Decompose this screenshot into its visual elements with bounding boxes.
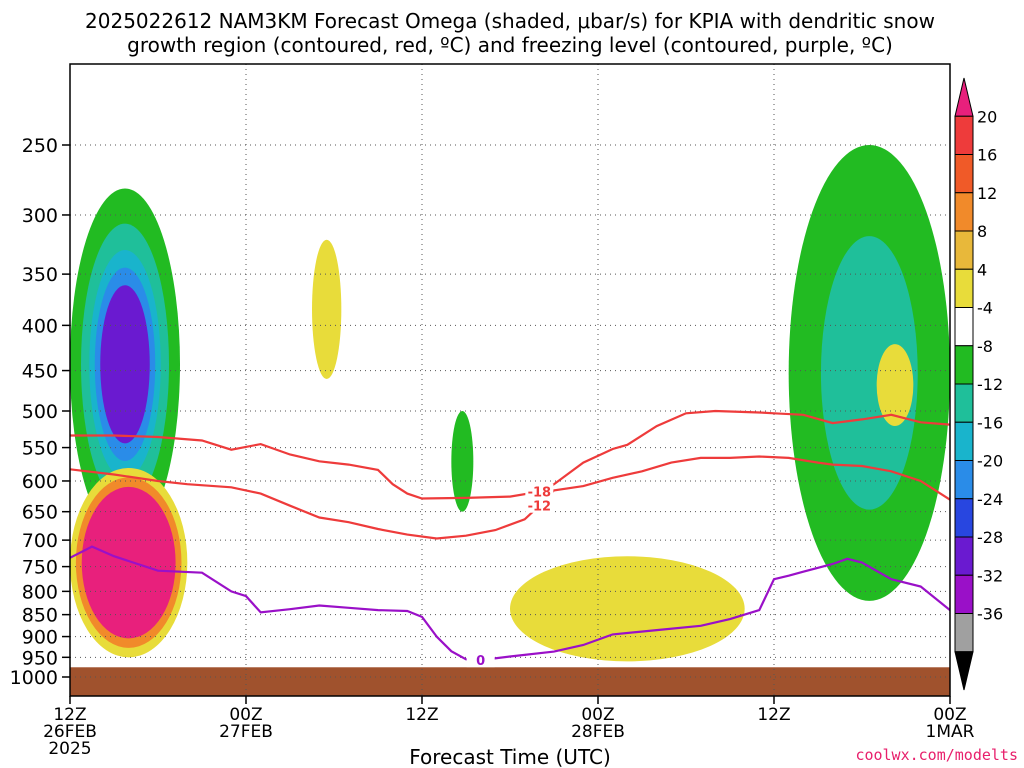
- x-tick-label: 00Z: [933, 705, 966, 725]
- contour-label-bg: [525, 497, 554, 513]
- omega-region-rising-early-ring-4: [100, 285, 150, 444]
- y-tick-label: 550: [22, 438, 58, 460]
- plot-frame: [69, 63, 951, 697]
- x-tick-label: 28FEB: [571, 722, 625, 742]
- colorbar-label: -36: [977, 605, 1003, 624]
- y-tick-label: 450: [22, 361, 58, 383]
- omega-region-sinking-mid-day1: [312, 239, 342, 380]
- colorbar-label: 8: [977, 222, 987, 241]
- y-tick-label: 250: [22, 135, 58, 157]
- colorbar-label: -16: [977, 413, 1003, 432]
- colorbar-label: -32: [977, 566, 1003, 585]
- colorbar-swatch: [954, 536, 974, 576]
- omega-region-sinking-low-day2: [509, 556, 745, 662]
- colorbar-swatch: [954, 460, 974, 500]
- colorbar-label: 16: [977, 146, 997, 165]
- colorbar-label: 4: [977, 260, 987, 279]
- colorbar-swatch: [954, 154, 974, 194]
- x-axis-label: Forecast Time (UTC): [409, 745, 611, 768]
- x-tick-label: 12Z: [405, 705, 438, 725]
- y-tick-label: 350: [22, 264, 58, 286]
- y-tick-label: 900: [22, 627, 58, 649]
- contour-label: -12: [528, 500, 552, 515]
- x-tick-label: 12Z: [757, 705, 790, 725]
- colorbar-swatch: [954, 498, 974, 538]
- colorbar-label: -20: [977, 452, 1003, 471]
- y-tick-label: 700: [22, 530, 58, 552]
- ground-layer: [70, 667, 950, 696]
- ground-surface: [70, 667, 950, 696]
- omega-region-rising-day1-evening: [451, 411, 474, 512]
- colorbar-label: -24: [977, 490, 1003, 509]
- colorbar-label: 12: [977, 184, 997, 203]
- contour-label-bg: [525, 483, 554, 499]
- y-tick-label: 500: [22, 401, 58, 423]
- x-tick-label: 2025: [48, 739, 91, 759]
- y-tick-label: 1000: [10, 667, 58, 689]
- omega-shading-layer: [70, 145, 950, 662]
- x-tick-label: 00Z: [581, 705, 614, 725]
- colorbar-label: -12: [977, 375, 1003, 394]
- colorbar-swatch: [954, 307, 974, 347]
- colorbar-swatch: [954, 192, 974, 232]
- colorbar-label: -28: [977, 528, 1003, 547]
- colorbar-swatch: [954, 651, 974, 691]
- colorbar-swatch: [954, 115, 974, 155]
- colorbar-swatch: [954, 574, 974, 614]
- x-tick-label: 26FEB: [43, 722, 97, 742]
- colorbar-swatch: [954, 77, 974, 117]
- omega-region-sinking-low-early-ring-2: [81, 486, 176, 639]
- colorbar-swatch: [954, 345, 974, 385]
- x-tick-label: 1MAR: [926, 722, 975, 742]
- colorbar-label: -8: [977, 337, 993, 356]
- y-tick-label: 600: [22, 471, 58, 493]
- colorbar-swatch: [954, 230, 974, 270]
- colorbar-label: -4: [977, 299, 993, 318]
- y-tick-label: 650: [22, 502, 58, 524]
- colorbar-swatch: [954, 383, 974, 423]
- colorbar-swatch: [954, 268, 974, 308]
- y-tick-label: 400: [22, 315, 58, 337]
- x-tick-label: 00Z: [229, 705, 262, 725]
- contour-label: 0: [476, 654, 485, 669]
- contour-label-layer: -18-12 0: [466, 483, 554, 669]
- y-tick-label: 800: [22, 581, 58, 603]
- colorbar-swatch: [954, 613, 974, 653]
- colorbar-label: 20: [977, 107, 997, 126]
- x-tick-label: 27FEB: [219, 722, 273, 742]
- credit-link[interactable]: coolwx.com/modelts: [855, 746, 1018, 764]
- contour-label: -18: [528, 486, 552, 501]
- y-tick-label: 850: [22, 605, 58, 627]
- x-tick-label: 12Z: [53, 705, 86, 725]
- omega-region-sinking-mid-late: [876, 344, 914, 427]
- chart-title-line2: growth region (contoured, red, ºC) and f…: [127, 33, 893, 57]
- contour-label-bg: [466, 652, 495, 668]
- colorbar: 20 16 12 8 4 -4 -8 -12 -16 -20 -24 -28 -32 -36: [954, 77, 1003, 691]
- omega-region-rising-late-ring-1: [820, 236, 918, 510]
- chart-title-line1: 2025022612 NAM3KM Forecast Omega (shaded…: [85, 9, 935, 33]
- y-tick-label: 950: [22, 647, 58, 669]
- contour-0: [70, 545, 950, 662]
- y-tick-label: 300: [22, 205, 58, 227]
- y-axis: 2503003504004505005506006507007508008509…: [10, 135, 70, 689]
- y-tick-label: 750: [22, 557, 58, 579]
- colorbar-swatch: [954, 421, 974, 461]
